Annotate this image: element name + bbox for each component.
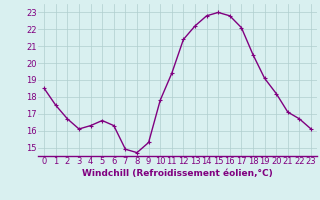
- X-axis label: Windchill (Refroidissement éolien,°C): Windchill (Refroidissement éolien,°C): [82, 169, 273, 178]
